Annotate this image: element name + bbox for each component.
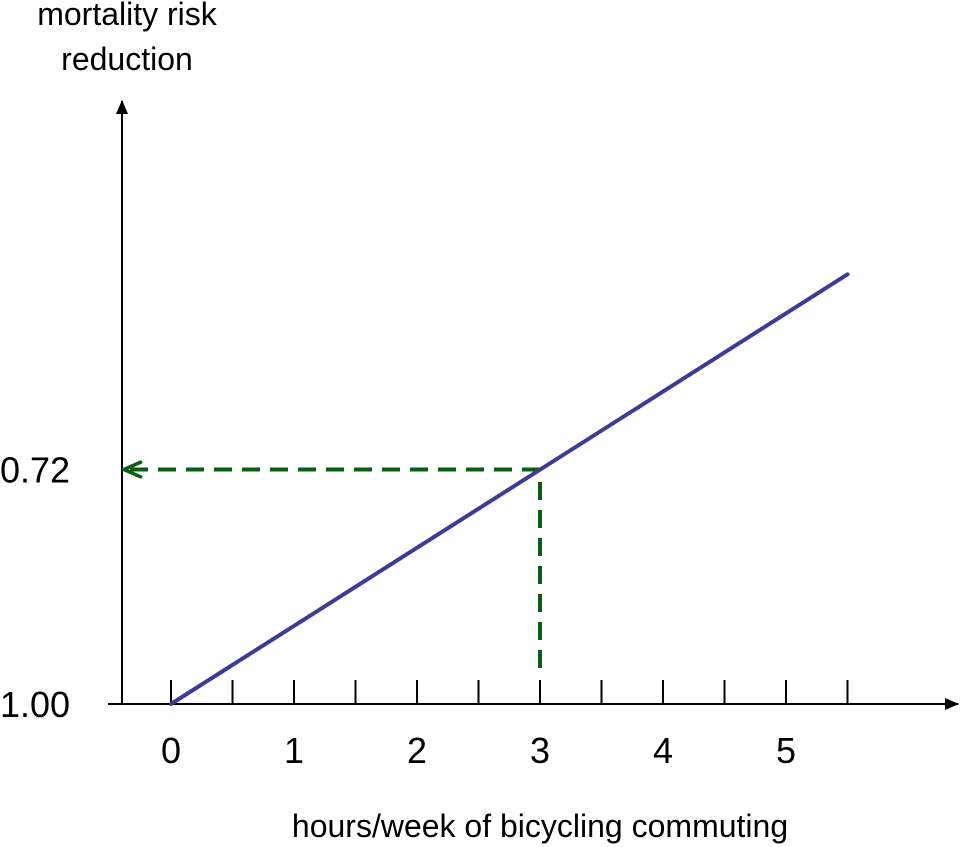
x-tick-label: 2 (407, 730, 427, 771)
x-tick-label: 3 (530, 730, 550, 771)
y-axis-label-line-1: mortality risk (37, 0, 218, 32)
x-tick-label: 1 (284, 730, 304, 771)
y-tick-label: 0.72 (0, 450, 70, 491)
x-tick-label: 0 (161, 730, 181, 771)
x-axis-ticks (170, 680, 849, 704)
series-line (169, 272, 850, 706)
x-axis-tick-labels: 0 1 2 3 4 5 (161, 730, 796, 771)
x-tick-label: 5 (776, 730, 796, 771)
y-axis-label-line-2: reduction (61, 41, 193, 77)
y-tick-label: 1.00 (0, 684, 70, 725)
x-tick-label: 4 (653, 730, 673, 771)
y-axis-tick-labels: 1.00 0.72 (0, 450, 70, 726)
x-axis-label: hours/week of bicycling commuting (292, 808, 788, 844)
